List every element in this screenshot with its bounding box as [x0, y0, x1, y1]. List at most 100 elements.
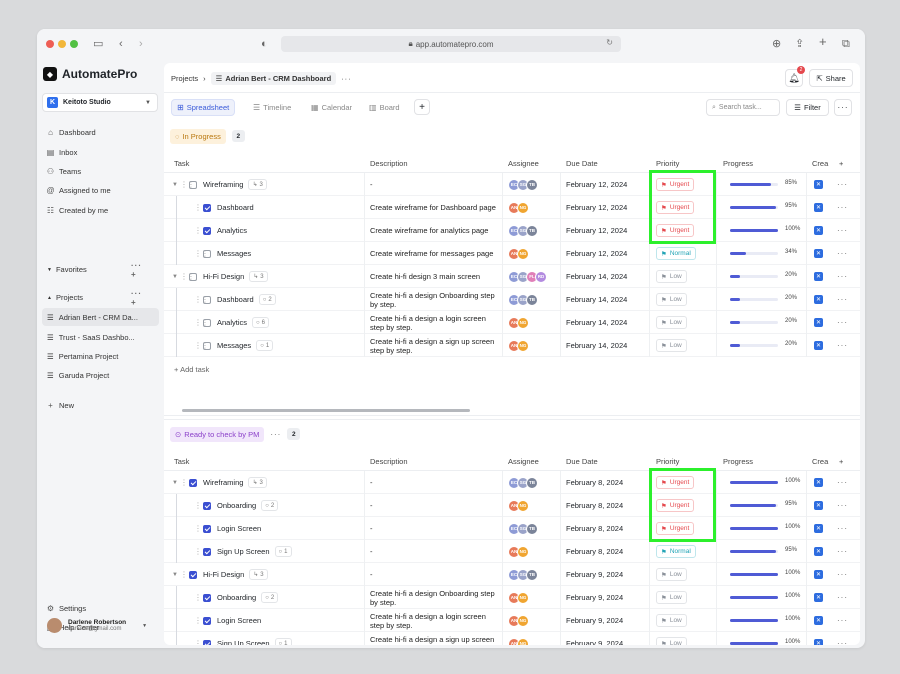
add-column-icon[interactable]: +	[839, 457, 844, 466]
task-cell[interactable]: ▼ ⋮⋮ Wireframing ↳ 3	[172, 173, 267, 196]
user-profile[interactable]: Darlene Robertson darlene@gmail.com ▼	[47, 618, 147, 633]
subtask-count-badge[interactable]: ↳ 3	[248, 477, 267, 488]
due-date[interactable]: February 14, 2024	[566, 341, 628, 350]
due-date[interactable]: February 14, 2024	[566, 272, 628, 281]
task-checkbox[interactable]	[189, 478, 197, 487]
due-date[interactable]: February 9, 2024	[566, 639, 624, 645]
share-sheet-icon[interactable]: ⇪	[795, 38, 805, 50]
task-cell[interactable]: ▼ ⋮⋮ Hi-Fi Design ↳ 3	[172, 563, 268, 586]
minimize-window-dot[interactable]	[58, 40, 66, 48]
maximize-window-dot[interactable]	[70, 40, 78, 48]
priority-badge[interactable]: ⚑ Low	[656, 568, 687, 581]
due-date[interactable]: February 9, 2024	[566, 616, 624, 625]
subtask-count-badge[interactable]: ↳ 3	[249, 271, 268, 282]
assignee-cell[interactable]: EC SG TB	[508, 563, 538, 586]
project-item-adrian[interactable]: ☰ Adrian Bert - CRM Da...	[42, 308, 159, 326]
task-checkbox[interactable]	[203, 249, 211, 258]
drag-handle-icon[interactable]: ⋮⋮	[194, 616, 209, 625]
drag-handle-icon[interactable]: ⋮⋮	[194, 593, 209, 602]
comment-count-badge[interactable]: ○ 2	[261, 500, 279, 511]
column-header-task[interactable]: Task	[174, 457, 190, 466]
column-header-assignee[interactable]: Assignee	[508, 457, 539, 466]
column-header-description[interactable]: Description	[370, 159, 408, 168]
column-header-due[interactable]: Due Date	[566, 159, 598, 168]
column-header-created[interactable]: Crea	[812, 457, 829, 466]
row-more-icon[interactable]: ···	[837, 570, 848, 579]
column-header-description[interactable]: Description	[370, 457, 408, 466]
due-date[interactable]: February 14, 2024	[566, 295, 628, 304]
task-cell[interactable]: ⋮⋮ Sign Up Screen ○ 1	[172, 540, 292, 563]
task-cell[interactable]: ⋮⋮ Onboarding ○ 2	[172, 586, 279, 609]
priority-badge[interactable]: ⚑ Low	[656, 339, 687, 352]
row-more-icon[interactable]: ···	[837, 639, 848, 645]
forward-icon[interactable]: ›	[139, 38, 143, 50]
task-checkbox[interactable]	[203, 226, 211, 235]
table-row[interactable]: ▼ ⋮⋮ Hi-Fi Design ↳ 3 - EC SG TB February 9, 2024…	[164, 563, 860, 586]
task-checkbox[interactable]	[203, 318, 211, 327]
tab-board[interactable]: ▥ Board	[364, 99, 405, 116]
task-checkbox[interactable]	[203, 501, 211, 510]
filter-button[interactable]: ☰ Filter	[786, 99, 829, 116]
row-more-icon[interactable]: ···	[837, 501, 848, 510]
priority-badge[interactable]: ⚑ Urgent	[656, 201, 695, 214]
row-more-icon[interactable]: ···	[837, 478, 848, 487]
tabs-overview-icon[interactable]: ⧉	[842, 38, 850, 50]
drag-handle-icon[interactable]: ⋮⋮	[180, 478, 195, 487]
chevron-down-icon[interactable]: ▼	[172, 181, 178, 188]
assignee-cell[interactable]: EC SG TB	[508, 517, 538, 540]
breadcrumb-root[interactable]: Projects	[171, 74, 199, 83]
subtask-count-badge[interactable]: ↳ 3	[248, 179, 267, 190]
assignee-cell[interactable]: AN NG	[508, 586, 529, 609]
due-date[interactable]: February 12, 2024	[566, 226, 628, 235]
comment-count-badge[interactable]: ○ 2	[258, 294, 276, 305]
task-cell[interactable]: ⋮⋮ Analytics ○ 6	[172, 311, 269, 334]
priority-cell[interactable]: ⚑ Low	[656, 334, 687, 357]
task-cell[interactable]: ⋮⋮ Sign Up Screen ○ 1	[172, 632, 292, 645]
table-row[interactable]: ⋮⋮ Messages Create wireframe for messages …	[164, 242, 860, 265]
priority-cell[interactable]: ⚑ Low	[656, 288, 687, 311]
status-label-in-progress[interactable]: ◌ In Progress	[170, 128, 226, 144]
priority-cell[interactable]: ⚑ Urgent	[656, 517, 695, 540]
table-row[interactable]: ⋮⋮ Login Screen Create hi-fi a design a lo…	[164, 609, 860, 632]
column-header-due[interactable]: Due Date	[566, 457, 598, 466]
comment-count-badge[interactable]: ○ 2	[261, 592, 279, 603]
add-task-button[interactable]: + Add task	[174, 365, 209, 374]
column-header-assignee[interactable]: Assignee	[508, 159, 539, 168]
sidebar-item-teams[interactable]: ⚇ Teams	[46, 164, 81, 178]
created-cell[interactable]: ✕ ···	[814, 540, 848, 563]
row-more-icon[interactable]: ···	[837, 295, 848, 304]
drag-handle-icon[interactable]: ⋮⋮	[194, 203, 209, 212]
row-more-icon[interactable]: ···	[837, 616, 848, 625]
favorites-actions[interactable]: ··· +	[131, 260, 142, 279]
priority-badge[interactable]: ⚑ Low	[656, 316, 687, 329]
row-more-icon[interactable]: ···	[837, 341, 848, 350]
task-checkbox[interactable]	[203, 295, 211, 304]
task-cell[interactable]: ⋮⋮ Dashboard ○ 2	[172, 288, 276, 311]
priority-cell[interactable]: ⚑ Low	[656, 265, 687, 288]
assignee-cell[interactable]: AN NG	[508, 632, 529, 645]
drag-handle-icon[interactable]: ⋮⋮	[194, 524, 209, 533]
due-date[interactable]: February 9, 2024	[566, 593, 624, 602]
row-more-icon[interactable]: ···	[837, 249, 848, 258]
tab-timeline[interactable]: ☰ Timeline	[248, 99, 296, 116]
row-more-icon[interactable]: ···	[837, 272, 848, 281]
due-date[interactable]: February 12, 2024	[566, 180, 628, 189]
task-checkbox[interactable]	[203, 341, 211, 350]
priority-badge[interactable]: ⚑ Urgent	[656, 178, 695, 191]
row-more-icon[interactable]: ···	[837, 547, 848, 556]
comment-count-badge[interactable]: ○ 1	[274, 638, 292, 645]
priority-badge[interactable]: ⚑ Low	[656, 614, 687, 627]
sidebar-item-created[interactable]: ☷ Created by me	[46, 203, 108, 217]
sidebar-toggle-icon[interactable]: ▭	[93, 38, 104, 50]
priority-badge[interactable]: ⚑ Low	[656, 637, 687, 645]
favorites-section[interactable]: ▼ Favorites ··· +	[47, 261, 141, 279]
assignee-cell[interactable]: AN NG	[508, 242, 529, 265]
app-logo[interactable]: ◆ AutomatePro	[43, 67, 137, 81]
priority-cell[interactable]: ⚑ Low	[656, 609, 687, 632]
due-date[interactable]: February 8, 2024	[566, 524, 624, 533]
subtask-count-badge[interactable]: ↳ 3	[249, 569, 268, 580]
drag-handle-icon[interactable]: ⋮⋮	[194, 547, 209, 556]
table-row[interactable]: ⋮⋮ Sign Up Screen ○ 1 - AN NG February 8, 2024 ⚑…	[164, 540, 860, 563]
priority-cell[interactable]: ⚑ Urgent	[656, 494, 695, 517]
priority-cell[interactable]: ⚑ Urgent	[656, 173, 695, 196]
